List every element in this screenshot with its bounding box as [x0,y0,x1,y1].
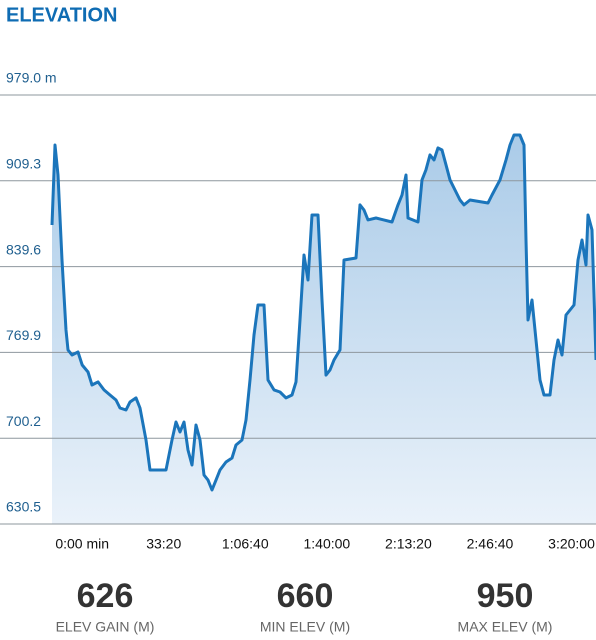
y-tick-label: 700.2 [6,413,41,429]
x-tick-label: 0:00 min [55,536,109,552]
line [50,133,596,492]
x-tick-label: 2:46:40 [467,536,514,552]
x-tick-label: 1:06:40 [222,536,269,552]
x-tick-label: 1:40:00 [303,536,350,552]
stat-label: MAX ELEV (M) [458,619,553,635]
chart-title: ELEVATION [6,4,117,26]
stat-value: 950 [477,577,534,615]
stat-label: ELEV GAIN (M) [56,619,155,635]
stat-label: MIN ELEV (M) [260,619,350,635]
stat-value: 660 [277,577,334,615]
y-tick-label: 630.5 [6,499,41,515]
stat-value: 626 [77,577,134,615]
y-tick-label: 979.0 m [6,70,57,86]
y-tick-label: 769.9 [6,327,41,343]
x-tick-label: 33:20 [146,536,181,552]
y-tick-label: 839.6 [6,241,41,257]
x-tick-label: 3:20:00 [548,536,595,552]
y-tick-label: 909.3 [6,156,41,172]
x-tick-label: 2:13:20 [385,536,432,552]
area [52,135,596,524]
